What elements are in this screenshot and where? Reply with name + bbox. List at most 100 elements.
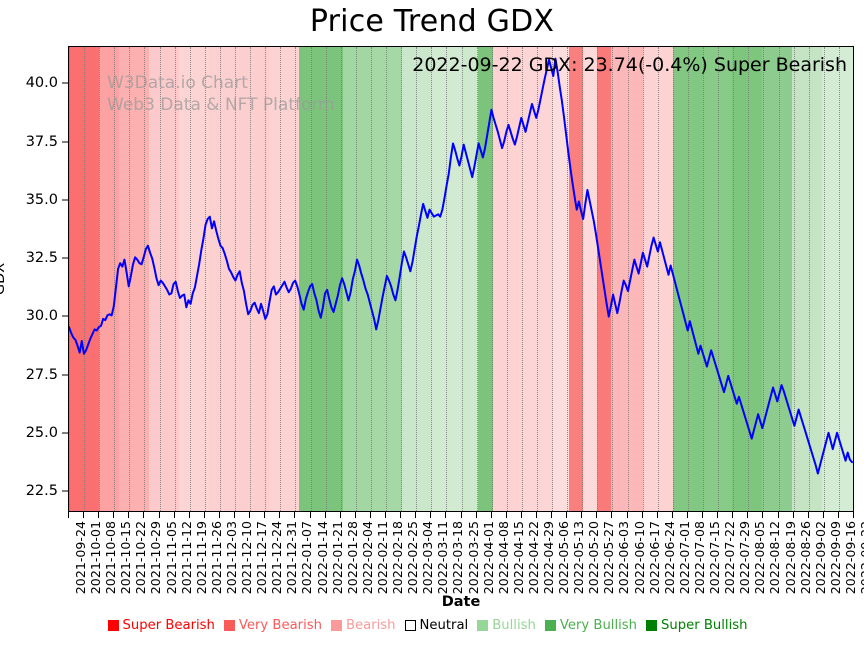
y-tick-mark: [62, 374, 68, 376]
x-tick-mark: [777, 512, 779, 518]
sentiment-band: [268, 47, 299, 511]
x-tick-label: 2021-10-08: [103, 521, 119, 595]
x-tick-mark: [460, 512, 462, 518]
x-tick-mark: [551, 512, 553, 518]
x-tick-label: 2022-09-16: [842, 521, 858, 595]
gridline: [69, 47, 70, 511]
x-tick-label: 2022-08-05: [752, 521, 768, 595]
x-tick-mark: [143, 512, 145, 518]
y-tick-mark: [62, 141, 68, 143]
x-tick-mark: [732, 512, 734, 518]
x-tick-label: 2022-05-27: [601, 521, 617, 595]
x-tick-mark: [520, 512, 522, 518]
x-tick-label: 2022-03-04: [420, 521, 436, 595]
y-tick-label: 35.0: [25, 191, 58, 208]
x-tick-mark: [218, 512, 220, 518]
x-tick-label: 2021-11-26: [208, 521, 224, 595]
x-tick-label: 2022-07-29: [737, 521, 753, 595]
gridline: [401, 47, 403, 511]
x-tick-mark: [596, 512, 598, 518]
x-tick-label: 2021-12-24: [269, 521, 285, 595]
x-tick-mark: [535, 512, 537, 518]
sentiment-band: [119, 47, 150, 511]
x-tick-label: 2021-11-19: [193, 521, 209, 595]
y-tick-mark: [62, 82, 68, 84]
legend-swatch-icon: [404, 620, 416, 631]
legend-item[interactable]: Very Bullish: [544, 618, 637, 633]
x-tick-label: 2021-10-29: [148, 521, 164, 595]
gridline: [718, 47, 720, 511]
x-tick-mark: [83, 512, 85, 518]
x-tick-label: 2021-11-05: [163, 521, 179, 595]
x-tick-label: 2022-09-02: [812, 521, 828, 595]
x-tick-label: 2022-08-12: [767, 521, 783, 595]
gridline: [491, 47, 493, 511]
x-tick-label: 2021-12-10: [239, 521, 255, 595]
y-axis-label: GDX: [0, 262, 9, 296]
x-tick-label: 2022-03-11: [435, 521, 451, 595]
sentiment-band: [179, 47, 209, 511]
x-tick-label: 2022-04-22: [525, 521, 541, 595]
gridline: [612, 47, 614, 511]
x-tick-mark: [294, 512, 296, 518]
sentiment-band: [568, 47, 584, 511]
sentiment-band: [553, 47, 569, 511]
sentiment-band: [642, 47, 673, 511]
x-tick-label: 2022-06-10: [631, 521, 647, 595]
legend-item[interactable]: Super Bearish: [107, 618, 215, 633]
x-tick-mark: [385, 512, 387, 518]
gridline: [536, 47, 538, 511]
sentiment-band: [762, 47, 793, 511]
gridline: [189, 47, 191, 511]
legend-swatch-icon: [330, 620, 342, 631]
x-tick-label: 2022-02-18: [390, 521, 406, 595]
sentiment-band: [597, 47, 612, 511]
gridline: [748, 47, 750, 511]
y-tick-mark: [62, 199, 68, 201]
legend-label: Bearish: [345, 618, 396, 633]
x-tick-label: 2021-12-31: [284, 521, 300, 595]
x-tick-mark: [400, 512, 402, 518]
x-axis-label: Date: [441, 594, 481, 610]
gridline: [808, 47, 810, 511]
x-tick-mark: [505, 512, 507, 518]
y-tick-mark: [62, 432, 68, 434]
gridline: [159, 47, 161, 511]
legend-item[interactable]: Bullish: [477, 618, 536, 633]
sentiment-band: [477, 47, 494, 511]
sentiment-band: [342, 47, 373, 511]
x-tick-label: 2022-01-14: [314, 521, 330, 595]
x-tick-label: 2022-01-21: [329, 521, 345, 595]
x-tick-mark: [656, 512, 658, 518]
x-tick-label: 2021-10-01: [88, 521, 104, 595]
legend-item[interactable]: Super Bullish: [646, 618, 747, 633]
gridline: [582, 47, 584, 511]
x-tick-mark: [415, 512, 417, 518]
x-tick-label: 2022-02-11: [374, 521, 390, 595]
x-tick-mark: [445, 512, 447, 518]
legend-item[interactable]: Bearish: [330, 618, 396, 633]
x-tick-label: 2022-06-24: [661, 521, 677, 595]
x-tick-label: 2021-12-17: [254, 521, 270, 595]
legend-item[interactable]: Neutral: [404, 618, 468, 633]
x-tick-label: 2022-06-17: [646, 521, 662, 595]
x-tick-mark: [641, 512, 643, 518]
legend-item[interactable]: Very Bearish: [223, 618, 322, 633]
gridline: [521, 47, 523, 511]
gridline: [763, 47, 765, 511]
x-tick-label: 2021-09-24: [73, 521, 88, 595]
x-tick-label: 2022-04-08: [495, 521, 511, 595]
gridline: [642, 47, 644, 511]
gridline: [99, 47, 101, 511]
gridline: [793, 47, 795, 511]
gridline: [733, 47, 735, 511]
x-tick-label: 2022-05-06: [556, 521, 572, 595]
x-tick-label: 2022-07-08: [691, 521, 707, 595]
x-tick-label: 2022-01-28: [344, 521, 360, 595]
sentiment-band: [732, 47, 763, 511]
gridline: [355, 47, 357, 511]
x-tick-mark: [234, 512, 236, 518]
x-tick-label: 2022-02-25: [405, 521, 421, 595]
x-tick-label: 2022-08-19: [782, 521, 798, 595]
